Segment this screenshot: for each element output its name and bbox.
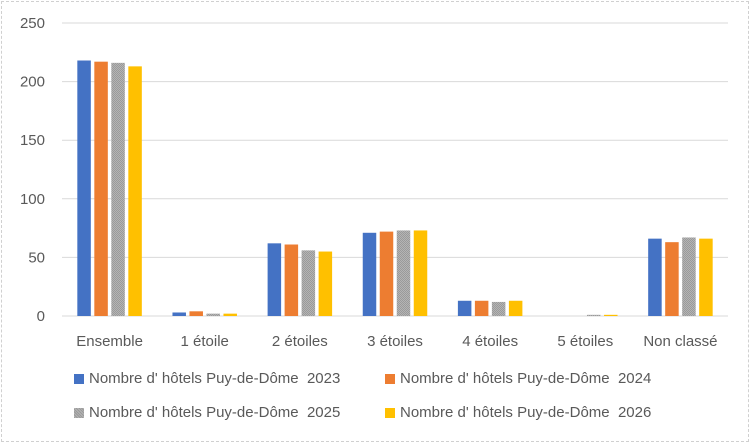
legend-item-2023: Nombre d' hôtels Puy-de-Dôme 2023 — [74, 370, 340, 387]
y-axis: 0 50 100 150 200 250 — [20, 15, 45, 325]
bar — [223, 313, 237, 316]
legend-swatch-2023 — [74, 373, 84, 384]
bar — [111, 62, 125, 317]
legend-label: Nombre d' hôtels Puy-de-Dôme 2025 — [89, 404, 341, 421]
bar — [267, 243, 282, 316]
bar — [474, 300, 489, 316]
gridlines — [62, 22, 728, 317]
y-tick-label: 100 — [20, 191, 45, 208]
x-category-label: 4 étoiles — [462, 333, 518, 350]
bar — [362, 232, 377, 316]
x-category-label: 1 étoile — [181, 333, 229, 350]
x-category-label: 5 étoiles — [557, 333, 613, 350]
legend-swatch-2025 — [74, 407, 84, 418]
bar — [648, 238, 662, 316]
plot-area — [77, 60, 713, 317]
bar — [396, 230, 411, 316]
bar — [604, 314, 618, 316]
legend-label: Nombre d' hôtels Puy-de-Dôme 2023 — [89, 370, 341, 387]
legend-label: Nombre d' hôtels Puy-de-Dôme 2026 — [400, 404, 652, 421]
bar — [491, 301, 506, 316]
legend-item-2024: Nombre d' hôtels Puy-de-Dôme 2024 — [385, 370, 651, 387]
legend-swatch-2026 — [385, 407, 395, 418]
bar — [301, 250, 316, 316]
legend-item-2025: Nombre d' hôtels Puy-de-Dôme 2025 — [74, 404, 340, 421]
x-category-label: Non classé — [643, 333, 717, 350]
y-tick-label: 150 — [20, 132, 45, 149]
bar — [318, 251, 333, 316]
x-axis: Ensemble 1 étoile 2 étoiles 3 étoiles 4 étoi… — [76, 333, 717, 350]
y-tick-label: 50 — [28, 249, 45, 266]
bar — [508, 300, 523, 316]
x-category-label: 2 étoiles — [272, 333, 328, 350]
x-category-label: 3 étoiles — [367, 333, 423, 350]
bar — [587, 314, 601, 316]
legend-swatch-2024 — [385, 373, 395, 384]
bar — [189, 311, 203, 316]
bar — [77, 60, 91, 317]
legend-label: Nombre d' hôtels Puy-de-Dôme 2024 — [400, 370, 652, 387]
bar — [172, 312, 186, 316]
y-tick-label: 200 — [20, 74, 45, 91]
x-category-label: Ensemble — [76, 333, 143, 350]
bar — [379, 231, 394, 316]
bar — [682, 237, 696, 316]
bar — [457, 300, 472, 316]
bar — [128, 66, 142, 316]
bar — [413, 230, 428, 316]
y-tick-label: 0 — [37, 308, 45, 325]
bar — [94, 61, 108, 317]
y-tick-label: 250 — [20, 15, 45, 32]
bar — [206, 313, 220, 316]
legend-item-2026: Nombre d' hôtels Puy-de-Dôme 2026 — [385, 404, 651, 421]
bar — [284, 244, 299, 316]
bar — [665, 242, 679, 316]
bar — [699, 238, 713, 316]
